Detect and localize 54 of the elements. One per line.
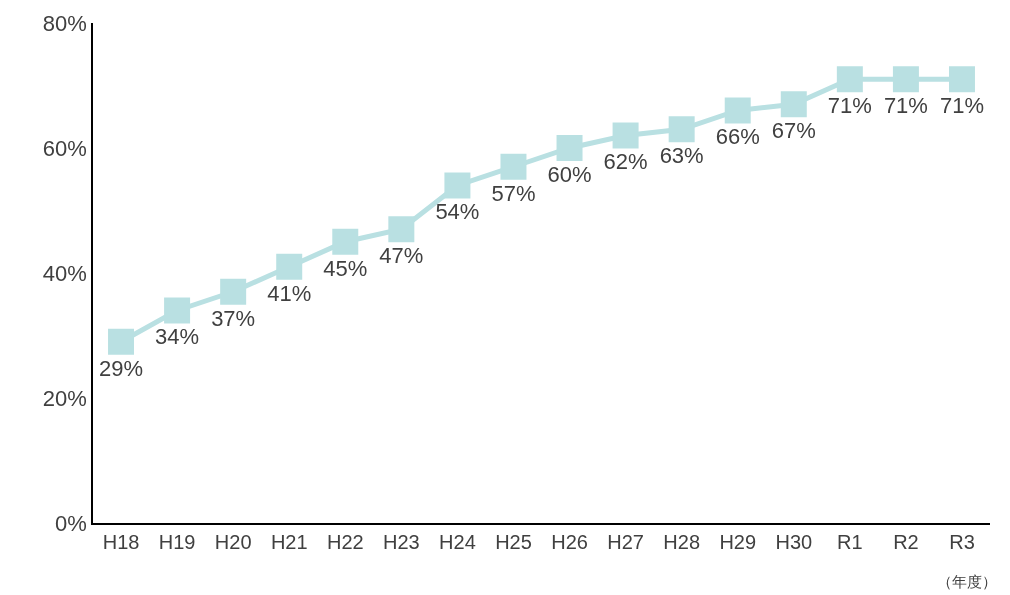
y-tick-label: 20% xyxy=(42,385,87,411)
point xyxy=(500,153,527,180)
data-label: 63% xyxy=(659,143,704,168)
point xyxy=(668,116,695,143)
data-label: 60% xyxy=(547,161,592,187)
x-tick-label: H23 xyxy=(382,530,420,553)
x-tick-label: H19 xyxy=(158,530,196,553)
data-label: 71% xyxy=(827,93,872,118)
y-tick-label: 80% xyxy=(42,10,87,36)
x-tick-label: R2 xyxy=(893,530,919,553)
data-label: 37% xyxy=(211,305,256,331)
point xyxy=(612,122,639,149)
x-tick-label: R3 xyxy=(949,530,975,553)
point xyxy=(388,216,415,243)
x-tick-label: H27 xyxy=(607,530,644,553)
point xyxy=(332,228,359,255)
data-label: 71% xyxy=(939,93,984,118)
data-label: 66% xyxy=(715,124,760,150)
data-label: 67% xyxy=(771,118,816,143)
point xyxy=(444,172,471,199)
x-tick-label: H18 xyxy=(102,530,140,553)
x-tick-label: H25 xyxy=(495,530,532,553)
x-tick-label: H28 xyxy=(663,530,701,553)
x-tick-label: H26 xyxy=(551,530,588,553)
point xyxy=(892,66,919,93)
x-axis-title: （年度） xyxy=(937,573,997,590)
x-tick-label: R1 xyxy=(837,530,863,553)
data-label: 41% xyxy=(267,280,312,306)
data-label: 54% xyxy=(435,199,480,225)
x-tick-label: H24 xyxy=(439,530,476,553)
point xyxy=(948,66,975,93)
data-label: 62% xyxy=(603,149,648,175)
x-tick-label: H20 xyxy=(214,530,252,553)
x-tick-label: H29 xyxy=(719,530,757,553)
data-label: 71% xyxy=(883,93,928,118)
x-tick-label: H30 xyxy=(775,530,813,553)
point xyxy=(780,91,807,118)
x-tick-label: H21 xyxy=(270,530,308,553)
point xyxy=(276,253,303,280)
y-tick-label: 0% xyxy=(55,510,87,536)
data-label: 57% xyxy=(491,180,536,206)
data-label: 29% xyxy=(99,355,144,381)
data-label: 47% xyxy=(379,243,424,268)
point xyxy=(836,66,863,93)
y-tick-label: 40% xyxy=(42,260,87,286)
point xyxy=(556,135,583,161)
data-label: 45% xyxy=(323,255,368,281)
y-tick-label: 60% xyxy=(42,135,87,161)
data-label: 34% xyxy=(155,324,200,350)
x-tick-label: H22 xyxy=(326,530,364,553)
point xyxy=(220,278,247,305)
point xyxy=(164,297,191,324)
point xyxy=(724,97,751,124)
point xyxy=(108,328,135,355)
